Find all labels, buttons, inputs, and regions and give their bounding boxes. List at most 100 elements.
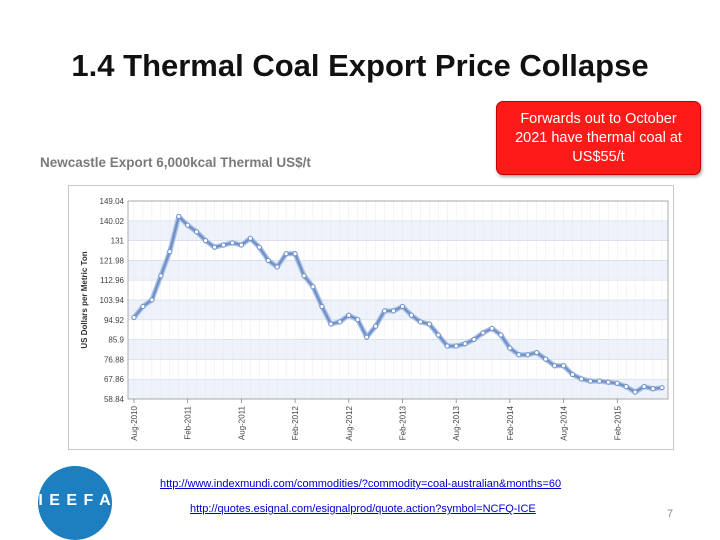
- data-point: [498, 332, 504, 338]
- forward-price-callout: Forwards out to October 2021 have therma…: [496, 101, 701, 175]
- data-point: [265, 257, 271, 263]
- data-point: [516, 352, 522, 358]
- indexmundi-link[interactable]: http://www.indexmundi.com/commodities/?c…: [160, 478, 562, 490]
- data-point: [185, 222, 191, 228]
- price-chart: 149.04 140.02 131 121.98 112.96 103.94 94.92 85…: [68, 185, 674, 450]
- x-tick-label: Feb-2013: [398, 405, 407, 440]
- data-point: [292, 251, 298, 257]
- data-point: [552, 363, 558, 369]
- data-point: [355, 317, 361, 323]
- x-tick-label: Aug-2012: [345, 405, 354, 440]
- x-tick-label: Aug-2013: [452, 405, 461, 440]
- data-point: [337, 319, 343, 325]
- data-point: [328, 321, 334, 327]
- data-point: [408, 312, 415, 318]
- data-point: [453, 343, 459, 349]
- data-point: [301, 273, 307, 279]
- data-point: [623, 383, 629, 390]
- y-tick-label: 76.88: [104, 355, 125, 364]
- data-point: [650, 386, 656, 392]
- y-tick-label: 140.02: [100, 217, 125, 226]
- data-point: [310, 284, 316, 290]
- data-point: [229, 240, 236, 246]
- x-tick-label: Feb-2015: [613, 405, 622, 440]
- data-point: [435, 332, 441, 338]
- data-point: [507, 345, 513, 351]
- y-tick-label: 103.94: [100, 296, 125, 305]
- esignal-link[interactable]: http://quotes.esignal.com/esignalprod/qu…: [190, 503, 536, 515]
- y-tick-label: 94.92: [104, 316, 125, 325]
- data-point: [605, 379, 611, 385]
- x-tick-label: Aug-2014: [560, 405, 569, 440]
- y-tick-label: 131: [111, 237, 125, 246]
- data-point: [659, 385, 665, 391]
- data-point: [543, 356, 549, 362]
- data-point: [220, 242, 227, 248]
- data-point: [256, 244, 262, 250]
- price-series: [131, 213, 665, 395]
- data-point: [149, 297, 155, 303]
- data-point: [632, 389, 638, 395]
- grid-band: [128, 339, 668, 360]
- data-point: [238, 242, 244, 248]
- data-point: [641, 383, 647, 390]
- data-point: [444, 343, 450, 349]
- page-number: 7: [667, 508, 674, 520]
- data-point: [211, 244, 218, 250]
- data-point: [202, 238, 209, 244]
- data-point: [373, 323, 379, 329]
- grid-band: [128, 379, 668, 399]
- y-tick-label: 149.04: [100, 197, 125, 206]
- data-point: [158, 273, 164, 279]
- logo-text: I E E F A: [38, 492, 112, 509]
- data-point: [131, 314, 137, 321]
- data-point: [578, 376, 585, 382]
- data-point: [274, 264, 280, 270]
- data-point: [346, 312, 352, 318]
- data-point: [480, 330, 486, 336]
- x-tick-label: Aug-2010: [130, 405, 139, 440]
- data-point: [560, 363, 567, 369]
- x-tick-label: Feb-2014: [506, 405, 515, 440]
- slide-title: 1.4 Thermal Coal Export Price Collapse: [71, 48, 649, 83]
- data-point: [364, 334, 370, 340]
- grid-band: [128, 260, 668, 281]
- data-point: [381, 308, 388, 314]
- y-axis: 149.04 140.02 131 121.98 112.96 103.94 94.92 85…: [100, 197, 125, 404]
- data-point: [319, 303, 325, 310]
- y-tick-label: 112.96: [100, 276, 124, 285]
- chart-subtitle: Newcastle Export 6,000kcal Thermal US$/t: [40, 155, 311, 170]
- data-point: [489, 325, 495, 332]
- data-point: [596, 378, 602, 384]
- x-tick-label: Feb-2011: [184, 405, 193, 439]
- data-point: [525, 352, 531, 358]
- x-axis: Aug-2010 Feb-2011 Aug-2011 Feb-2012 Aug-2012…: [130, 399, 622, 441]
- data-point: [283, 251, 289, 257]
- plot-area: [127, 200, 669, 400]
- data-point: [176, 213, 182, 220]
- data-point: [614, 380, 620, 386]
- y-tick-label: 85.9: [108, 336, 124, 345]
- x-tick-label: Feb-2012: [291, 405, 300, 440]
- data-point: [194, 229, 200, 235]
- callout-text: Forwards out to October 2021 have therma…: [515, 110, 682, 165]
- y-tick-label: 121.98: [100, 256, 125, 265]
- data-point: [417, 319, 423, 325]
- data-point: [426, 321, 432, 327]
- data-point: [534, 349, 540, 356]
- y-tick-label: 67.86: [104, 375, 125, 384]
- data-point: [569, 371, 576, 378]
- data-point: [247, 235, 253, 242]
- data-point: [167, 248, 173, 255]
- grid-band: [128, 220, 668, 241]
- y-axis-label: US Dollars per Metric Ton: [80, 251, 89, 348]
- chart-vertical-grid: [133, 201, 663, 399]
- y-tick-label: 58.84: [104, 395, 125, 404]
- ieefa-logo: I E E F A: [38, 466, 112, 540]
- x-tick-label: Aug-2011: [237, 405, 246, 440]
- data-point: [471, 336, 477, 342]
- data-point: [462, 341, 468, 347]
- data-point: [140, 303, 146, 310]
- data-point: [390, 308, 397, 314]
- data-point: [399, 303, 406, 310]
